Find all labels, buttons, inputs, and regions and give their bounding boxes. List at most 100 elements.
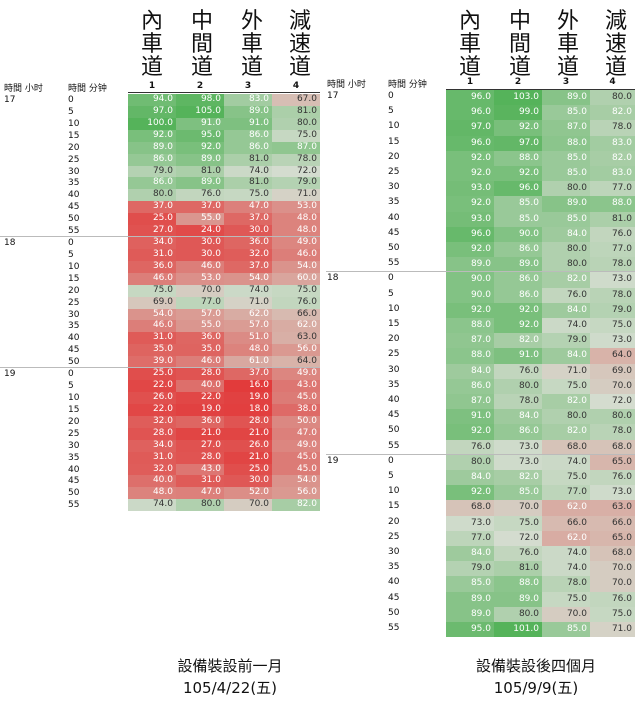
col-header-minute: 時間 分钟 bbox=[388, 80, 427, 90]
heatmap-cell: 38.0 bbox=[272, 403, 320, 416]
heatmap-cell: 76.0 bbox=[590, 470, 635, 486]
heatmap-cell: 78.0 bbox=[542, 576, 590, 592]
heatmap-cell: 32.0 bbox=[224, 248, 272, 261]
heatmap-cell: 92.0 bbox=[446, 196, 494, 212]
heatmap-cell: 22.0 bbox=[128, 380, 176, 392]
heatmap-cell: 89.0 bbox=[494, 257, 542, 273]
heatmap-cell: 75.0 bbox=[542, 591, 590, 607]
lane-header-char: 道 bbox=[240, 55, 263, 80]
heatmap-cell: 74.0 bbox=[542, 454, 590, 470]
heatmap-cell: 65.0 bbox=[590, 530, 635, 546]
hour-label: 19 bbox=[4, 369, 16, 380]
heatmap-cell: 76.0 bbox=[542, 287, 590, 303]
minute-label: 20 bbox=[388, 516, 400, 527]
heatmap-cell: 69.0 bbox=[590, 363, 635, 379]
minute-label: 0 bbox=[68, 369, 74, 380]
minute-label: 55 bbox=[388, 258, 400, 269]
heatmap-cell: 86.0 bbox=[494, 242, 542, 258]
minute-label: 40 bbox=[68, 333, 80, 344]
minute-label: 45 bbox=[388, 592, 400, 603]
heatmap-cell: 74.0 bbox=[224, 165, 272, 178]
heatmap-cell: 48.0 bbox=[272, 213, 320, 226]
minute-label: 20 bbox=[388, 334, 400, 345]
col-header-hour: 時間 小时 bbox=[327, 80, 366, 90]
heatmap-cell: 89.0 bbox=[176, 153, 224, 166]
heatmap-cell: 70.0 bbox=[590, 561, 635, 577]
heatmap-cell: 74.0 bbox=[542, 561, 590, 577]
heatmap-cell: 82.0 bbox=[542, 272, 590, 288]
heatmap-cell: 91.0 bbox=[224, 117, 272, 130]
heatmap-cell: 75.0 bbox=[272, 284, 320, 297]
heatmap-cell: 84.0 bbox=[446, 546, 494, 562]
heatmap-cell: 96.0 bbox=[446, 90, 494, 106]
heatmap-cell: 73.0 bbox=[590, 272, 635, 288]
heatmap-cell: 86.0 bbox=[128, 177, 176, 190]
heatmap-cell: 85.0 bbox=[542, 622, 590, 638]
lane-header-char: 內 bbox=[458, 9, 481, 34]
heatmap-cell: 80.0 bbox=[590, 409, 635, 425]
heatmap-cell: 73.0 bbox=[494, 439, 542, 455]
header-underline bbox=[128, 92, 320, 93]
lane-header-char: 道 bbox=[556, 55, 579, 80]
heatmap-cell: 68.0 bbox=[446, 500, 494, 516]
heatmap-cell: 83.0 bbox=[590, 135, 635, 151]
heatmap-cell: 80.0 bbox=[272, 117, 320, 130]
heatmap-cell: 68.0 bbox=[590, 439, 635, 455]
heatmap-cell: 83.0 bbox=[224, 94, 272, 106]
heatmap-cell: 87.0 bbox=[272, 141, 320, 154]
lane-header-char: 內 bbox=[140, 9, 163, 34]
heatmap-cell: 89.0 bbox=[128, 141, 176, 154]
heatmap-cell: 75.0 bbox=[542, 470, 590, 486]
heatmap-cell: 76.0 bbox=[590, 591, 635, 607]
heatmap-cell: 92.0 bbox=[494, 166, 542, 182]
minute-label: 20 bbox=[68, 285, 80, 296]
minute-label: 50 bbox=[388, 607, 400, 618]
heatmap-cell: 74.0 bbox=[128, 499, 176, 512]
heatmap-cell: 46.0 bbox=[128, 272, 176, 285]
heatmap-cell: 98.0 bbox=[176, 94, 224, 106]
heatmap-cell: 62.0 bbox=[542, 500, 590, 516]
heatmap-cell: 36.0 bbox=[128, 260, 176, 273]
heatmap-cell: 37.0 bbox=[128, 201, 176, 214]
heatmap-cell: 85.0 bbox=[542, 211, 590, 227]
heatmap-cell: 77.0 bbox=[446, 530, 494, 546]
heatmap-cell: 96.0 bbox=[446, 105, 494, 121]
minute-label: 15 bbox=[388, 136, 400, 147]
heatmap-cell: 97.0 bbox=[446, 120, 494, 136]
minute-label: 35 bbox=[388, 562, 400, 573]
heatmap-cell: 43.0 bbox=[176, 463, 224, 476]
heatmap-cell: 51.0 bbox=[224, 332, 272, 345]
minute-label: 15 bbox=[68, 273, 80, 284]
heatmap-cell: 99.0 bbox=[494, 105, 542, 121]
lane-number-4: 4 bbox=[292, 81, 300, 91]
heatmap-cell: 74.0 bbox=[542, 318, 590, 334]
heatmap-cell: 49.0 bbox=[272, 368, 320, 381]
heatmap-cell: 77.0 bbox=[590, 242, 635, 258]
minute-label: 30 bbox=[68, 440, 80, 451]
minute-label: 25 bbox=[68, 154, 80, 165]
heatmap-cell: 80.0 bbox=[494, 606, 542, 622]
heatmap-cell: 53.0 bbox=[176, 272, 224, 285]
heatmap-cell: 91.0 bbox=[176, 117, 224, 130]
heatmap-cell: 76.0 bbox=[176, 189, 224, 202]
lane-header-char: 速 bbox=[604, 32, 627, 57]
heatmap-cell: 60.0 bbox=[272, 272, 320, 285]
heatmap-cell: 73.0 bbox=[590, 485, 635, 501]
heatmap-cell: 97.0 bbox=[494, 135, 542, 151]
minute-label: 50 bbox=[388, 243, 400, 253]
minute-label: 30 bbox=[68, 309, 80, 320]
heatmap-cell: 39.0 bbox=[128, 356, 176, 369]
minute-label: 25 bbox=[388, 167, 400, 177]
heatmap-cell: 67.0 bbox=[272, 94, 320, 106]
heatmap-cell: 96.0 bbox=[446, 135, 494, 151]
heatmap-cell: 92.0 bbox=[494, 120, 542, 136]
lane-header-char: 間 bbox=[190, 32, 213, 57]
hour-label: 17 bbox=[327, 91, 339, 101]
minute-label: 15 bbox=[388, 319, 400, 329]
heatmap-cell: 75.0 bbox=[590, 318, 635, 334]
minute-label: 35 bbox=[68, 452, 80, 463]
minute-label: 40 bbox=[388, 577, 400, 588]
heatmap-cell: 73.0 bbox=[446, 515, 494, 531]
heatmap-cell: 45.0 bbox=[272, 451, 320, 464]
heatmap-cell: 73.0 bbox=[494, 454, 542, 470]
